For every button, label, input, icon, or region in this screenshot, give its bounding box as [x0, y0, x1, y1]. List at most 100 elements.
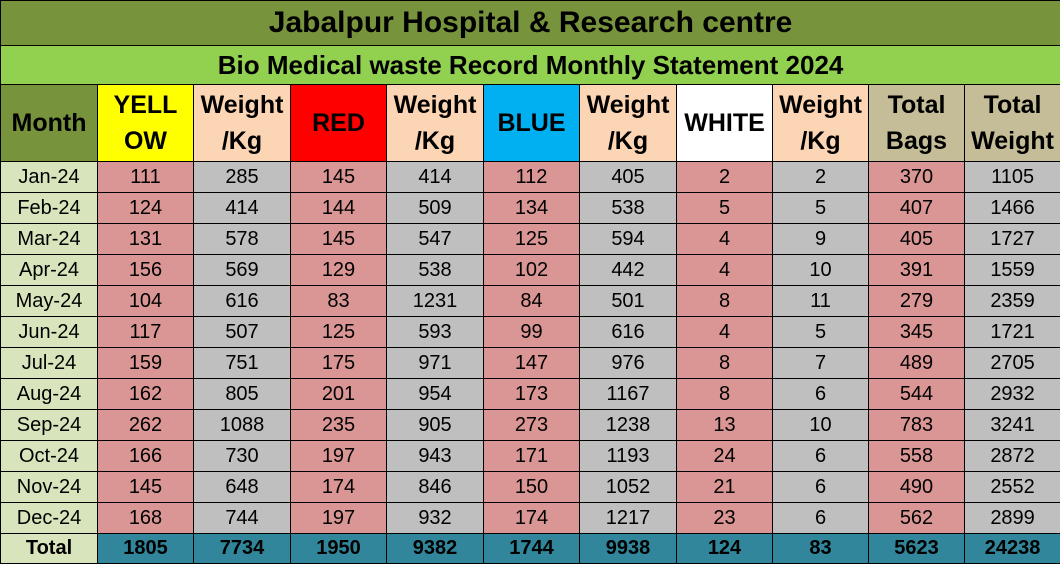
cell-month: Apr-24 [0, 254, 98, 286]
table-row: Apr-24 156 569 129 538 102 442 4 10 391 1559 [0, 254, 1060, 286]
total-blue-weight: 9938 [579, 533, 677, 564]
cell-red-weight: 943 [386, 440, 484, 472]
cell-yellow: 145 [97, 471, 194, 503]
cell-month: Oct-24 [0, 440, 98, 472]
cell-white-weight: 6 [772, 471, 869, 503]
cell-white: 4 [676, 316, 773, 348]
cell-red: 197 [290, 440, 387, 472]
cell-white: 13 [676, 409, 773, 441]
cell-white: 23 [676, 502, 773, 534]
cell-total-bags: 370 [868, 161, 965, 193]
cell-blue: 102 [483, 254, 580, 286]
cell-total-bags: 544 [868, 378, 965, 410]
cell-red-weight: 509 [386, 192, 484, 224]
cell-white-weight: 11 [772, 285, 869, 317]
cell-blue-weight: 1167 [579, 378, 677, 410]
cell-yellow-weight: 744 [193, 502, 291, 534]
cell-total-weight: 1105 [963, 161, 1060, 193]
cell-blue: 273 [483, 409, 580, 441]
cell-blue: 99 [483, 316, 580, 348]
cell-red-weight: 538 [386, 254, 484, 286]
table-row: Oct-24 166 730 197 943 171 1193 24 6 558 2872 [0, 440, 1060, 472]
cell-red: 83 [290, 285, 387, 317]
cell-month: Nov-24 [0, 471, 98, 503]
cell-blue: 171 [483, 440, 580, 472]
cell-total-bags: 345 [868, 316, 965, 348]
table-row: Nov-24 145 648 174 846 150 1052 21 6 490 2552 [0, 471, 1060, 503]
cell-month: Jul-24 [0, 347, 98, 379]
cell-blue-weight: 501 [579, 285, 677, 317]
cell-red: 145 [290, 223, 387, 255]
table-row: May-24 104 616 83 1231 84 501 8 11 279 2359 [0, 285, 1060, 317]
cell-total-weight: 1559 [963, 254, 1060, 286]
cell-red: 235 [290, 409, 387, 441]
cell-yellow-weight: 578 [193, 223, 291, 255]
cell-blue-weight: 976 [579, 347, 677, 379]
cell-blue: 84 [483, 285, 580, 317]
cell-red-weight: 1231 [386, 285, 484, 317]
cell-white-weight: 7 [772, 347, 869, 379]
cell-white: 2 [676, 161, 773, 193]
cell-blue: 150 [483, 471, 580, 503]
cell-red: 125 [290, 316, 387, 348]
table-row: Jun-24 117 507 125 593 99 616 4 5 345 1721 [0, 316, 1060, 348]
cell-total-weight: 2872 [963, 440, 1060, 472]
cell-yellow-weight: 648 [193, 471, 291, 503]
cell-blue-weight: 616 [579, 316, 677, 348]
cell-white: 4 [676, 223, 773, 255]
cell-red-weight: 932 [386, 502, 484, 534]
cell-white: 21 [676, 471, 773, 503]
cell-yellow: 131 [97, 223, 194, 255]
total-red-weight: 9382 [386, 533, 484, 564]
cell-red: 201 [290, 378, 387, 410]
cell-yellow: 156 [97, 254, 194, 286]
cell-blue-weight: 1052 [579, 471, 677, 503]
header-white: WHITE [676, 84, 773, 162]
total-bags: 5623 [868, 533, 965, 564]
cell-blue-weight: 1238 [579, 409, 677, 441]
header-month: Month [0, 84, 98, 162]
total-yellow-weight: 7734 [193, 533, 291, 564]
cell-red-weight: 954 [386, 378, 484, 410]
cell-yellow: 262 [97, 409, 194, 441]
cell-yellow-weight: 751 [193, 347, 291, 379]
cell-white-weight: 10 [772, 409, 869, 441]
cell-white: 4 [676, 254, 773, 286]
cell-month: Dec-24 [0, 502, 98, 534]
cell-month: Jun-24 [0, 316, 98, 348]
header-red: RED [290, 84, 387, 162]
cell-total-weight: 2705 [963, 347, 1060, 379]
cell-white-weight: 9 [772, 223, 869, 255]
cell-blue-weight: 405 [579, 161, 677, 193]
table-body: Jan-24 111 285 145 414 112 405 2 2 370 1105 Feb-24 1… [0, 161, 1060, 534]
header-yellow: YELLOW [97, 84, 194, 162]
cell-red: 144 [290, 192, 387, 224]
cell-red-weight: 905 [386, 409, 484, 441]
cell-yellow: 104 [97, 285, 194, 317]
header-blue: BLUE [483, 84, 580, 162]
cell-yellow: 117 [97, 316, 194, 348]
cell-blue: 147 [483, 347, 580, 379]
table-row: Jul-24 159 751 175 971 147 976 8 7 489 2705 [0, 347, 1060, 379]
header-white-weight: Weight /Kg [772, 84, 869, 162]
cell-month: May-24 [0, 285, 98, 317]
cell-total-weight: 2359 [963, 285, 1060, 317]
cell-yellow-weight: 414 [193, 192, 291, 224]
hospital-title: Jabalpur Hospital & Research centre [0, 0, 1060, 46]
cell-white-weight: 6 [772, 502, 869, 534]
cell-blue-weight: 538 [579, 192, 677, 224]
cell-red: 175 [290, 347, 387, 379]
cell-white: 8 [676, 378, 773, 410]
cell-total-bags: 279 [868, 285, 965, 317]
table-row: Aug-24 162 805 201 954 173 1167 8 6 544 2932 [0, 378, 1060, 410]
cell-white: 24 [676, 440, 773, 472]
cell-total-weight: 1727 [963, 223, 1060, 255]
cell-red-weight: 547 [386, 223, 484, 255]
cell-blue-weight: 442 [579, 254, 677, 286]
cell-blue: 125 [483, 223, 580, 255]
cell-month: Jan-24 [0, 161, 98, 193]
statement-subtitle: Bio Medical waste Record Monthly Stateme… [0, 45, 1060, 85]
cell-total-bags: 489 [868, 347, 965, 379]
cell-yellow: 162 [97, 378, 194, 410]
